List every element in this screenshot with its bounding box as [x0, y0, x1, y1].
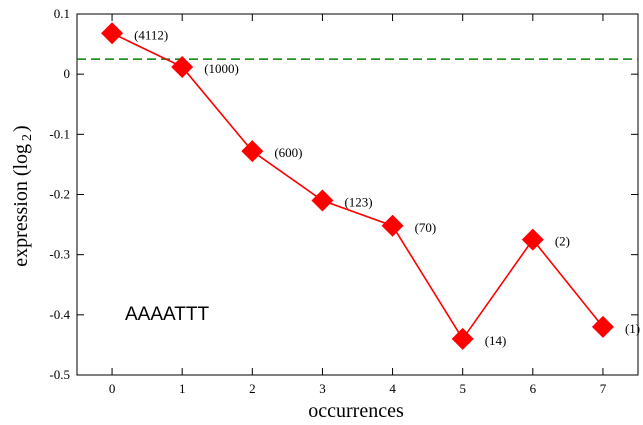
- data-point: [311, 189, 334, 212]
- x-tick-label: 0: [109, 381, 116, 396]
- point-labels: (4112) (1000) (600) (123) (70) (14) (2) (1): [134, 27, 640, 348]
- x-tick-label: 6: [530, 381, 537, 396]
- data-point-label: (1): [625, 321, 640, 336]
- y-axis-title-subscript: 2: [20, 134, 35, 141]
- data-point-label: (600): [274, 145, 302, 160]
- y-tick-label: 0: [64, 66, 71, 81]
- data-point-label: (4112): [134, 27, 168, 42]
- y-tick-label: -0.1: [49, 126, 70, 141]
- y-axis-title-main: expression (log: [10, 144, 32, 267]
- series-markers: [101, 22, 614, 350]
- data-point: [591, 315, 614, 338]
- data-point-label: (70): [415, 220, 437, 235]
- x-tick-label: 5: [459, 381, 466, 396]
- data-point-label: (1000): [204, 61, 239, 76]
- x-axis-title: occurrences: [308, 400, 404, 422]
- x-tick-label: 7: [600, 381, 607, 396]
- x-tick-label: 4: [389, 381, 396, 396]
- series-line: [111, 32, 604, 341]
- x-tick-label: 1: [179, 381, 186, 396]
- y-tick-label: -0.2: [49, 187, 70, 202]
- data-point: [101, 22, 124, 45]
- y-axis-title-close: ): [10, 125, 32, 132]
- y-axis-title: expression (log 2): [10, 125, 35, 266]
- data-point-label: (14): [485, 333, 507, 348]
- y-tick-label: -0.5: [49, 367, 70, 382]
- x-tick-label: 3: [319, 381, 326, 396]
- data-point-label: (2): [555, 234, 570, 249]
- data-point-label: (123): [344, 195, 372, 210]
- x-axis-ticks: 0 1 2 3 4 5 6 7: [109, 14, 607, 396]
- data-point: [381, 214, 404, 237]
- data-point: [451, 327, 474, 350]
- y-tick-label: 0.1: [54, 6, 70, 21]
- y-tick-label: -0.3: [49, 247, 70, 262]
- motif-annotation: AAAATTT: [125, 304, 209, 325]
- data-point: [241, 140, 264, 163]
- data-point: [171, 55, 194, 78]
- y-tick-label: -0.4: [49, 307, 70, 322]
- x-tick-label: 2: [249, 381, 256, 396]
- y-axis-ticks: 0.1 0 -0.1 -0.2 -0.3 -0.4 -0.5: [49, 6, 638, 382]
- data-point: [521, 228, 544, 251]
